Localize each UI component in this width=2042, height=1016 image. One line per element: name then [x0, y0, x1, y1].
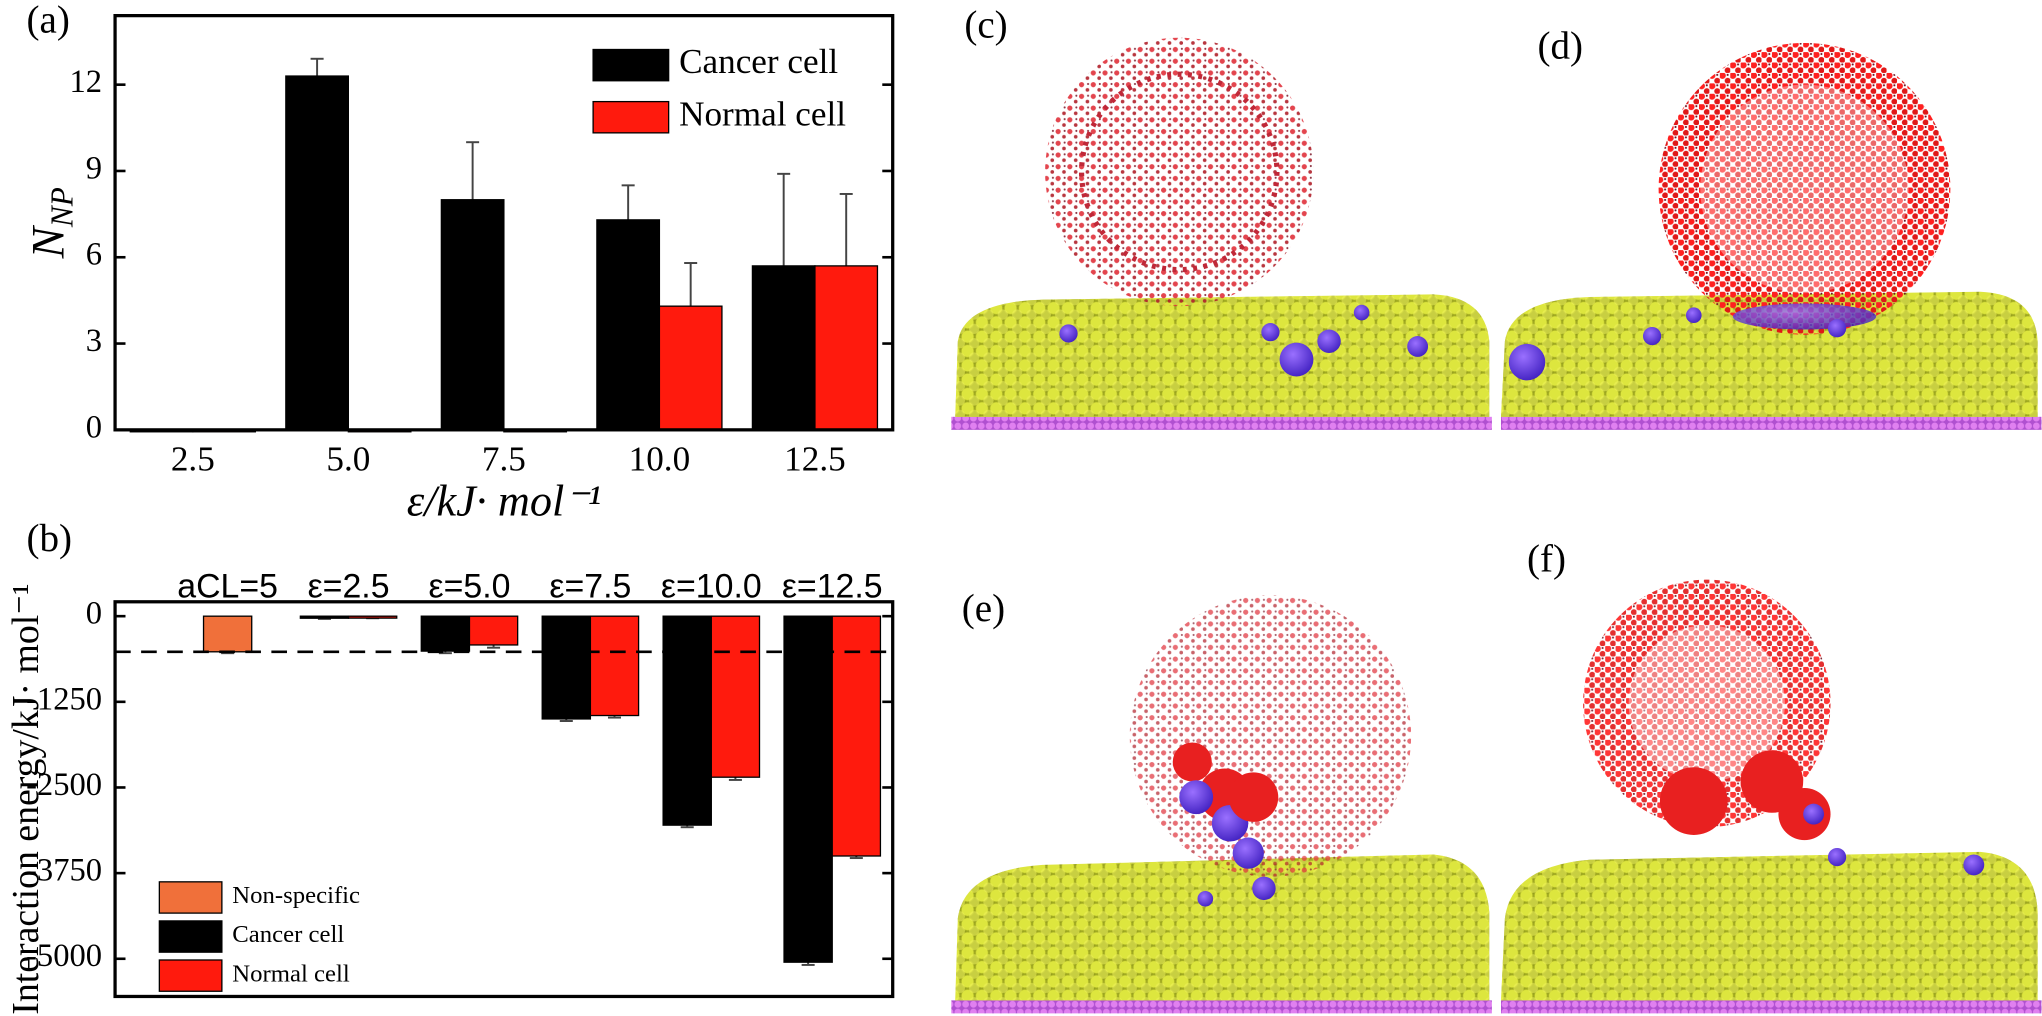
- y-axis-label-main: N: [22, 224, 74, 259]
- legend-swatch: [158, 881, 223, 914]
- panel-label: (c): [964, 4, 1007, 47]
- legend-label: Normal cell: [679, 94, 846, 133]
- x-tick-label: 5.0: [326, 439, 370, 478]
- x-tick-label: 7.5: [482, 439, 526, 478]
- image-c: [951, 37, 1492, 430]
- y-tick-label: -2500: [26, 767, 102, 803]
- bar: [440, 199, 505, 431]
- bar: [285, 75, 350, 431]
- bar: [751, 265, 816, 431]
- bar: [347, 615, 398, 619]
- panel-label: (f): [1527, 538, 1566, 581]
- y-axis-label: NNP: [22, 187, 79, 259]
- x-tick-label: ε=2.5: [308, 568, 390, 606]
- legend-swatch: [158, 920, 223, 953]
- panel-label: (e): [962, 587, 1005, 630]
- y-tick-label: 9: [86, 150, 102, 186]
- bar: [658, 305, 723, 431]
- plot-frame: [113, 14, 895, 432]
- x-tick-label: 2.5: [171, 439, 215, 478]
- image-f: [1500, 579, 2042, 1014]
- x-tick-label: ε=7.5: [549, 568, 631, 606]
- legend-label: Cancer cell: [679, 42, 838, 81]
- bar: [541, 615, 592, 720]
- panel-label: (b): [26, 517, 72, 560]
- y-axis-label: Interaction energy/kJ· mol⁻¹: [5, 584, 47, 1015]
- y-tick-label: -3750: [26, 853, 102, 889]
- bar: [814, 265, 879, 431]
- image-d: [1500, 42, 2042, 430]
- panel-label: (d): [1537, 24, 1583, 67]
- bar: [420, 615, 471, 652]
- legend-swatch: [592, 48, 670, 82]
- x-tick-label: 10.0: [629, 439, 691, 478]
- x-tick-label: 12.5: [784, 439, 846, 478]
- x-tick-label: ε=10.0: [661, 568, 762, 606]
- y-tick-label: 6: [86, 237, 102, 273]
- x-tick-label: ε=12.5: [782, 568, 883, 606]
- legend-swatch: [158, 959, 223, 992]
- legend-label: Cancer cell: [232, 921, 344, 948]
- y-tick-label: 12: [69, 64, 102, 100]
- x-tick-label: aCL=5: [177, 568, 278, 606]
- legend-label: Normal cell: [232, 960, 350, 987]
- bar: [299, 615, 350, 619]
- y-axis-label-sub: NP: [45, 187, 80, 228]
- image-e: [951, 595, 1492, 1014]
- y-tick-label: -1250: [26, 681, 102, 717]
- bar: [468, 615, 519, 646]
- y-tick-label: -5000: [26, 938, 102, 974]
- y-tick-label: 0: [86, 409, 102, 445]
- bar: [783, 615, 833, 963]
- plot-frame: [113, 600, 895, 999]
- legend-swatch: [592, 100, 670, 134]
- panel-label: (a): [26, 0, 69, 41]
- bar: [589, 615, 640, 717]
- bar: [710, 615, 761, 778]
- bar: [596, 219, 661, 431]
- y-tick-label: 3: [86, 323, 102, 359]
- y-tick-label: 0: [86, 596, 102, 632]
- bar: [662, 615, 712, 826]
- x-axis-label: ε/kJ· mol⁻¹: [407, 477, 601, 526]
- legend-label: Non-specific: [232, 882, 360, 909]
- bar: [202, 615, 253, 653]
- bar: [831, 615, 882, 857]
- x-tick-label: ε=5.0: [429, 568, 511, 606]
